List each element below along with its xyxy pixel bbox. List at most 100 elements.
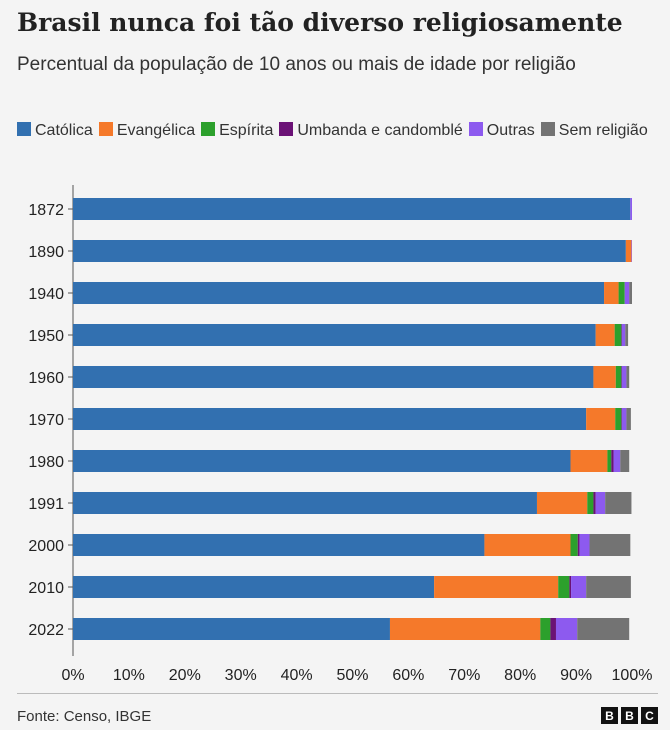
bar-segment bbox=[621, 408, 627, 430]
bar-segment bbox=[611, 450, 614, 472]
x-tick-label: 40% bbox=[281, 667, 313, 684]
bar-segment bbox=[73, 198, 631, 220]
legend-label: Espírita bbox=[219, 122, 274, 139]
y-tick-label: 1940 bbox=[28, 286, 64, 303]
bar-segment bbox=[73, 450, 571, 472]
bar-segment bbox=[484, 534, 571, 556]
chart-legend: Católica Evangélica Espírita Umbanda e cand… bbox=[17, 118, 657, 143]
bar-segment bbox=[626, 366, 630, 388]
legend-swatch bbox=[468, 122, 483, 136]
y-tick-label: 1890 bbox=[28, 244, 64, 261]
stacked-bar-chart: 1872 1890 1940 1950 1960 1970 1980 1991 2000 2010… bbox=[28, 185, 653, 684]
bar-segment bbox=[631, 240, 632, 262]
y-tick-label: 1950 bbox=[28, 328, 64, 345]
source-note: Fonte: Censo, IBGE bbox=[17, 708, 152, 725]
bar-segment bbox=[570, 450, 608, 472]
x-tick-label: 100% bbox=[612, 667, 653, 684]
bar-segment bbox=[540, 618, 551, 640]
bar-segment bbox=[73, 282, 605, 304]
y-tick-label: 1980 bbox=[28, 454, 64, 471]
y-tick-label: 2010 bbox=[28, 580, 64, 597]
legend-swatch bbox=[201, 122, 216, 136]
bar-segment bbox=[550, 618, 556, 640]
y-tick-label: 1970 bbox=[28, 412, 64, 429]
bar-segment bbox=[625, 324, 629, 346]
bar-segment bbox=[73, 240, 626, 262]
footer-divider bbox=[17, 693, 658, 694]
x-tick-label: 80% bbox=[504, 667, 536, 684]
bar-segment bbox=[625, 240, 632, 262]
legend-label: Umbanda e candomblé bbox=[297, 122, 463, 139]
bar-segment bbox=[558, 576, 570, 598]
x-tick-label: 50% bbox=[336, 667, 368, 684]
x-tick-label: 20% bbox=[169, 667, 201, 684]
bar-segment bbox=[626, 408, 631, 430]
bar-segment bbox=[621, 324, 626, 346]
legend-label: Outras bbox=[486, 122, 535, 139]
bar-segment bbox=[571, 576, 587, 598]
bar-segment bbox=[621, 366, 622, 388]
x-tick-label: 90% bbox=[560, 667, 592, 684]
bar-segment bbox=[593, 492, 596, 514]
bar-segment bbox=[607, 450, 612, 472]
bar-segment bbox=[555, 618, 578, 640]
bar-segment bbox=[586, 408, 616, 430]
bar-segment bbox=[615, 366, 622, 388]
bar-segment bbox=[73, 492, 537, 514]
bar-segment bbox=[577, 618, 630, 640]
bar-segment bbox=[624, 282, 630, 304]
bar-segment bbox=[604, 282, 619, 304]
bar-segment bbox=[73, 576, 435, 598]
y-tick-label: 1991 bbox=[28, 496, 64, 513]
x-tick-label: 60% bbox=[392, 667, 424, 684]
legend-label: Evangélica bbox=[116, 122, 196, 139]
bar-segment bbox=[577, 534, 580, 556]
bar-segment bbox=[621, 366, 627, 388]
x-tick-label: 70% bbox=[448, 667, 480, 684]
bar-segment bbox=[605, 492, 632, 514]
bar-segment bbox=[614, 324, 622, 346]
bar-segment bbox=[630, 198, 632, 220]
bar-segment bbox=[569, 576, 572, 598]
bar-segment bbox=[73, 324, 596, 346]
bar-segment bbox=[73, 618, 390, 640]
bbc-logo-letter: B bbox=[621, 707, 638, 724]
bbc-logo: B B C bbox=[601, 707, 658, 724]
y-tick-label: 2022 bbox=[28, 622, 64, 639]
legend-swatch bbox=[279, 122, 294, 136]
legend-item: Católica bbox=[17, 118, 93, 143]
legend-label: Católica bbox=[35, 122, 93, 139]
bar-segment bbox=[589, 534, 631, 556]
bar-segment bbox=[73, 534, 485, 556]
bar-segment bbox=[620, 450, 630, 472]
chart-title: Brasil nunca foi tão diverso religiosame… bbox=[17, 8, 623, 37]
legend-swatch bbox=[98, 122, 113, 136]
legend-item: Sem religião bbox=[540, 118, 648, 143]
legend-item: Umbanda e candomblé bbox=[279, 118, 463, 143]
bar-segment bbox=[536, 492, 588, 514]
bar-segment bbox=[570, 534, 578, 556]
y-tick-label: 2000 bbox=[28, 538, 64, 555]
bar-segment bbox=[586, 576, 631, 598]
bar-segment bbox=[618, 282, 625, 304]
bar-segment bbox=[587, 492, 594, 514]
chart-subtitle: Percentual da população de 10 anos ou ma… bbox=[17, 54, 576, 75]
bar-segment bbox=[73, 408, 587, 430]
bar-segment bbox=[579, 534, 590, 556]
legend-item: Espírita bbox=[201, 118, 273, 143]
bar-segment bbox=[434, 576, 559, 598]
y-tick-label: 1872 bbox=[28, 202, 64, 219]
bbc-logo-letter: B bbox=[601, 707, 618, 724]
legend-item: Evangélica bbox=[98, 118, 196, 143]
x-tick-label: 30% bbox=[225, 667, 257, 684]
bar-segment bbox=[389, 618, 541, 640]
bar-segment bbox=[621, 324, 622, 346]
legend-label: Sem religião bbox=[558, 122, 648, 139]
bbc-logo-letter: C bbox=[641, 707, 658, 724]
bar-segment bbox=[629, 282, 632, 304]
legend-swatch bbox=[540, 122, 555, 136]
bar-segment bbox=[613, 450, 621, 472]
bar-segment bbox=[615, 408, 622, 430]
bar-segment bbox=[595, 324, 615, 346]
x-tick-label: 0% bbox=[61, 667, 84, 684]
